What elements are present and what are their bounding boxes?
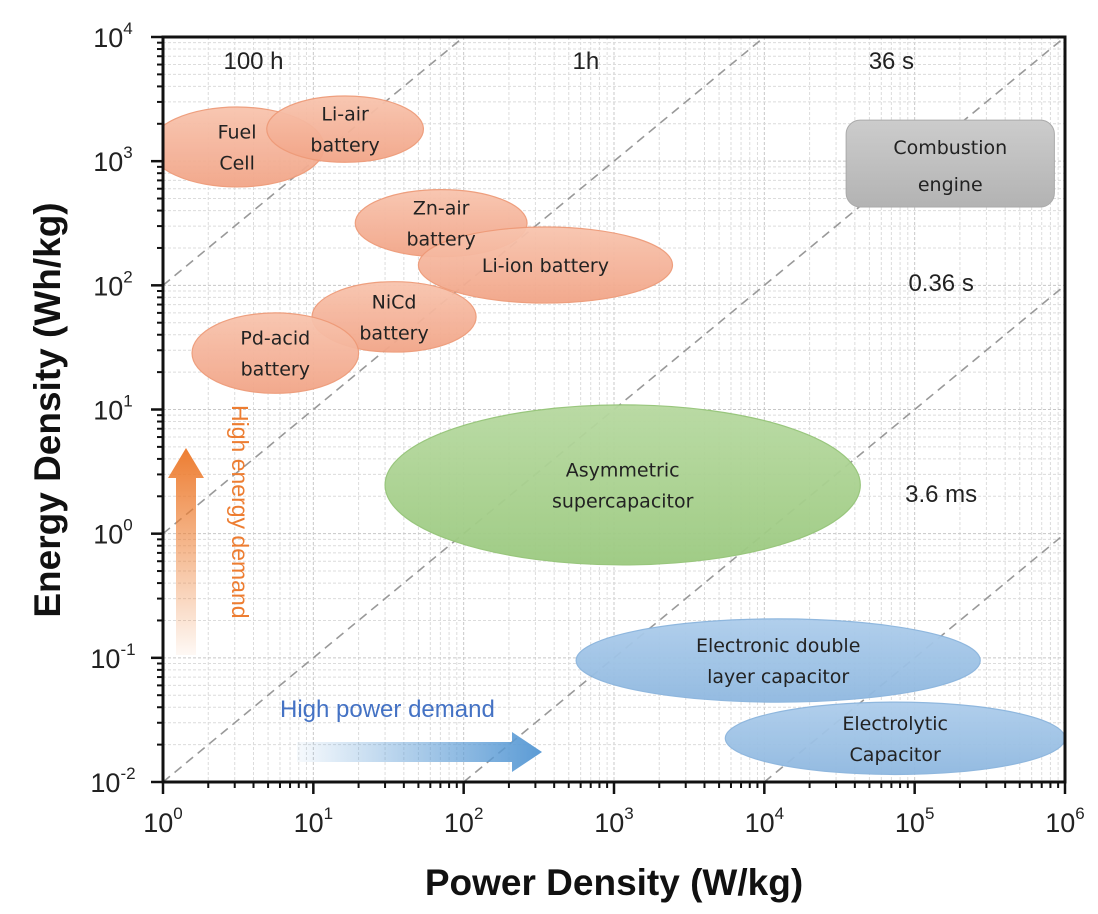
power-demand-label: High power demand — [280, 696, 495, 723]
x-tick-label: 102 — [444, 804, 484, 838]
region-label: Capacitor — [850, 744, 941, 766]
region-label: battery — [310, 135, 379, 157]
region-label: Combustion — [893, 137, 1007, 159]
energy-demand-label: High energy demand — [227, 405, 253, 619]
region-pd-acid-battery — [191, 312, 360, 394]
region-li-ion-battery — [417, 226, 674, 304]
x-tick-label: 105 — [895, 804, 935, 838]
x-tick-label: 100 — [143, 804, 183, 838]
y-axis-label: Energy Density (Wh/kg) — [27, 202, 68, 617]
region-asymmetric-supercapacitor — [384, 404, 861, 566]
region-label: supercapacitor — [552, 490, 694, 512]
region-label: Li-air — [321, 104, 369, 126]
time-line-label: 0.36 s — [908, 270, 973, 297]
region-label: Cell — [219, 152, 255, 174]
constant-time-line — [463, 284, 1065, 782]
region-label: NiCd — [372, 291, 417, 313]
region-label: Asymmetric — [566, 459, 680, 481]
time-line-label: 36 s — [869, 48, 914, 75]
x-axis-label: Power Density (W/kg) — [425, 862, 803, 903]
region-label: Electronic double — [696, 635, 860, 657]
region-label: Zn-air — [413, 198, 470, 220]
time-line-label: 100 h — [223, 48, 283, 75]
region-li-air-battery — [266, 95, 425, 163]
region-electronic-double-layer-capacitor — [575, 618, 981, 703]
y-tick-label: 104 — [93, 19, 133, 53]
region-combustion-engine — [845, 119, 1055, 208]
x-tick-label: 103 — [594, 804, 634, 838]
constant-time-line — [163, 37, 765, 535]
x-tick-label: 106 — [1045, 804, 1085, 838]
annotations: High energy demand High power demand — [168, 405, 542, 772]
region-label: Fuel — [218, 121, 257, 143]
region-label: engine — [918, 174, 983, 196]
power-arrow-icon — [297, 732, 542, 772]
time-line-label: 1h — [573, 48, 600, 75]
region-label: Pd-acid — [240, 328, 310, 350]
y-tick-label: 101 — [93, 392, 133, 426]
y-tick-label: 10-2 — [90, 764, 135, 798]
region-label: battery — [359, 322, 428, 344]
axes: 100 h 1h 36 s 0.36 s 3.6 ms 100 101 102 103 104 10… — [90, 19, 1084, 838]
x-tick-label: 104 — [745, 804, 785, 838]
time-line-label: 3.6 ms — [905, 481, 977, 508]
y-tick-label: 100 — [93, 516, 133, 550]
region-label: battery — [241, 359, 310, 381]
y-tick-label: 10-1 — [90, 640, 135, 674]
energy-arrow-icon — [168, 448, 204, 655]
regions: Fuel Cell Li-air battery Zn-air battery Li-ion… — [163, 95, 1065, 776]
y-tick-label: 102 — [93, 267, 133, 301]
region-label: layer capacitor — [707, 666, 849, 688]
region-label: battery — [406, 229, 475, 251]
constant-time-line — [163, 37, 465, 286]
region-label: Electrolytic — [842, 713, 948, 735]
region-label: Li-ion battery — [482, 255, 609, 277]
x-tick-label: 101 — [294, 804, 334, 838]
grid — [163, 37, 1065, 782]
y-tick-label: 103 — [93, 143, 133, 177]
